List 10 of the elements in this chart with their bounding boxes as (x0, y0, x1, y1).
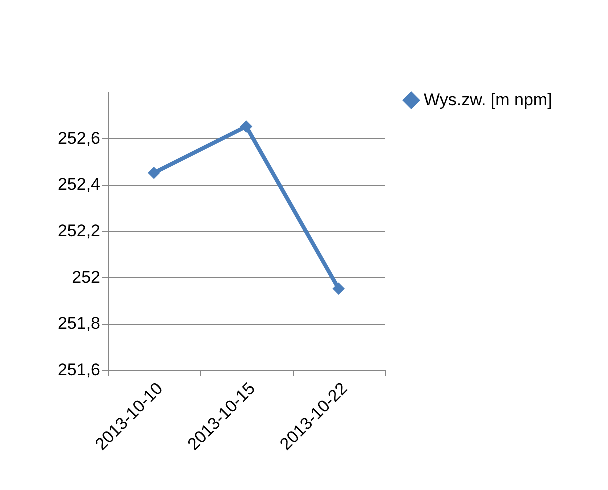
legend-label: Wys.zw. [m npm] (424, 90, 552, 110)
y-tick-label: 252,6 (58, 128, 100, 148)
y-tick-label: 252,4 (58, 175, 100, 194)
point (148, 166, 160, 180)
y-tick-label: 251,8 (58, 314, 100, 334)
y-tick-label: 252 (72, 268, 100, 287)
point (240, 120, 253, 133)
y-tick-label: 251,6 (58, 360, 100, 380)
y-tick-label: 252,2 (58, 222, 100, 240)
point (332, 282, 345, 296)
